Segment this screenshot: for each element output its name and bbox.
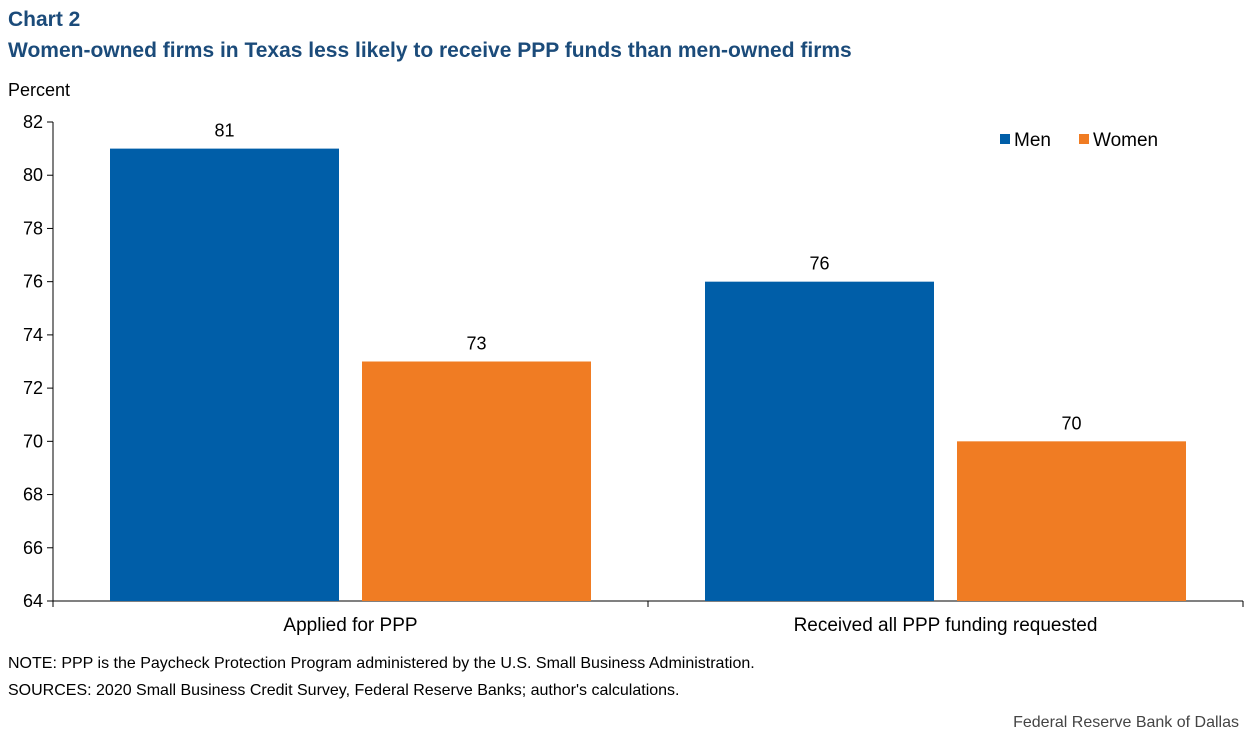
source-credit: Federal Reserve Bank of Dallas [1013, 714, 1239, 731]
data-label: 70 [1061, 413, 1081, 433]
data-label: 73 [466, 334, 486, 354]
y-tick-label: 74 [23, 325, 43, 345]
y-tick-label: 72 [23, 378, 43, 398]
data-label: 76 [809, 254, 829, 274]
y-tick-label: 80 [23, 165, 43, 185]
bar-men [705, 281, 934, 601]
legend-swatch-men [1000, 134, 1010, 144]
y-axis-label: Percent [8, 80, 70, 100]
x-tick-label: Applied for PPP [283, 615, 417, 636]
chart-title: Women-owned firms in Texas less likely t… [8, 39, 852, 62]
bar-men [110, 148, 339, 601]
bar-chart: Percent 64 66 68 70 72 74 76 78 80 82 Applied for P… [8, 80, 1244, 636]
y-tick-label: 76 [23, 272, 43, 292]
legend-swatch-women [1079, 134, 1089, 144]
bar-women [957, 441, 1186, 601]
y-tick-label: 64 [23, 591, 43, 611]
x-tick-label: Received all PPP funding requested [794, 615, 1098, 636]
bar-women [362, 361, 591, 601]
y-tick-label: 78 [23, 218, 43, 238]
y-tick-label: 82 [23, 112, 43, 132]
legend-label-men: Men [1014, 130, 1051, 151]
chart-label: Chart 2 [8, 8, 81, 31]
data-label: 81 [214, 121, 234, 141]
footnote-sources: SOURCES: 2020 Small Business Credit Surv… [8, 682, 680, 699]
y-tick-label: 66 [23, 538, 43, 558]
y-tick-label: 70 [23, 431, 43, 451]
y-tick-label: 68 [23, 485, 43, 505]
footnote-note: NOTE: PPP is the Paycheck Protection Pro… [8, 655, 755, 672]
legend-label-women: Women [1093, 130, 1158, 151]
